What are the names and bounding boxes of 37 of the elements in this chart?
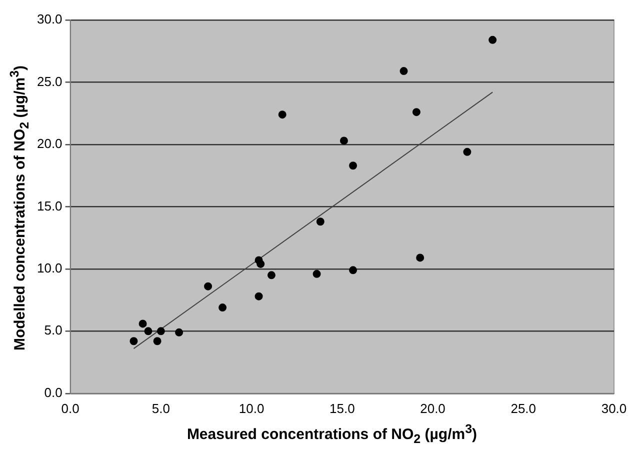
x-tick-label: 30.0	[601, 400, 627, 416]
point	[138, 320, 147, 328]
y-tick-label: 10.0	[36, 260, 62, 276]
x-tick-label: 20.0	[420, 400, 446, 416]
x-tick-label: 15.0	[329, 400, 355, 416]
point	[267, 271, 276, 280]
point	[416, 254, 424, 262]
point	[204, 282, 212, 290]
point	[218, 304, 227, 312]
x-tick-label: 0.0	[61, 400, 80, 416]
point	[153, 337, 162, 346]
point	[463, 148, 472, 156]
y-tick-label: 25.0	[36, 74, 62, 89]
point	[316, 218, 324, 226]
point	[349, 162, 358, 170]
point	[340, 136, 348, 145]
y-tick-label: 5.0	[44, 322, 62, 338]
point	[488, 36, 497, 44]
point	[175, 328, 184, 336]
point	[144, 327, 152, 336]
y-tick-label: 20.0	[36, 136, 62, 152]
point	[400, 67, 408, 76]
point	[256, 260, 265, 268]
point	[312, 270, 321, 278]
x-axis-title: Measured concentrations of NO$_{2}$ (µg/m$^{3}$)	[186, 422, 478, 446]
point	[278, 110, 286, 119]
x-tick-label: 5.0	[152, 400, 170, 416]
point	[156, 327, 165, 336]
x-tick-label: 25.0	[510, 400, 536, 416]
point	[349, 266, 358, 274]
x-tick-label: 10.0	[238, 400, 264, 416]
point	[130, 337, 138, 346]
point	[254, 292, 263, 300]
y-tick-label: 0.0	[44, 384, 62, 400]
y-tick-label: 15.0	[36, 198, 62, 214]
point	[412, 108, 420, 116]
y-tick-label: 30.0	[36, 12, 62, 27]
